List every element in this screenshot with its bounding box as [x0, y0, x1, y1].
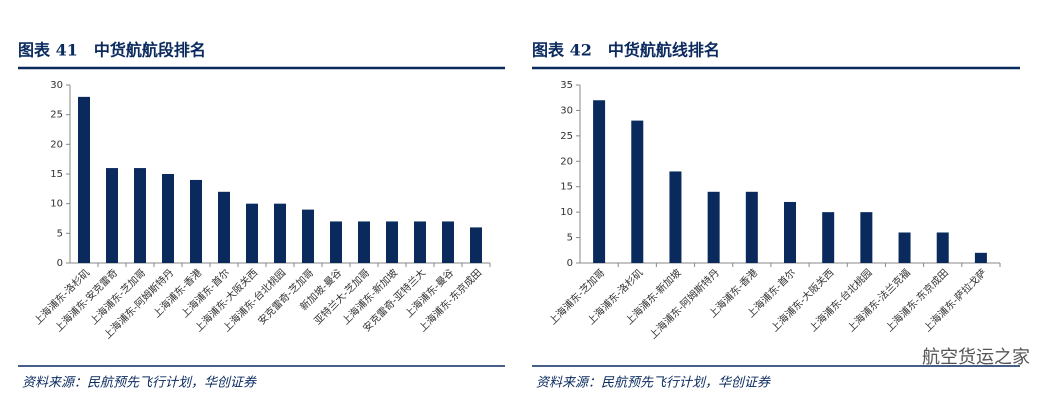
y-tick-label: 15: [560, 182, 573, 193]
bar: [330, 221, 342, 263]
bar: [274, 203, 286, 263]
bar: [302, 209, 314, 263]
bar: [106, 168, 118, 263]
x-tick-label: 上海浦东-大阪关西: [768, 266, 836, 334]
bar: [162, 174, 174, 263]
bar: [218, 191, 230, 263]
x-tick-label: 上海浦东-法兰克福: [844, 266, 912, 334]
bar: [442, 221, 454, 263]
y-tick-label: 15: [50, 169, 63, 180]
y-tick-label: 10: [560, 207, 573, 218]
y-tick-label: 35: [560, 80, 573, 91]
y-tick-label: 25: [560, 131, 573, 142]
bar: [860, 212, 873, 263]
source: 资料来源：民航预先飞行计划，华创证券: [22, 375, 257, 391]
bar: [707, 191, 720, 263]
y-tick-label: 25: [50, 110, 63, 121]
y-tick-label: 20: [560, 156, 573, 167]
bar: [898, 232, 911, 263]
y-tick-label: 30: [560, 105, 573, 116]
y-tick-label: 30: [50, 80, 63, 91]
source: 资料来源：民航预先飞行计划，华创证券: [536, 375, 771, 391]
y-tick-label: 5: [567, 233, 573, 244]
bar: [190, 179, 202, 263]
bar: [784, 201, 796, 263]
y-tick-label: 20: [50, 139, 63, 150]
x-tick-label: 上海浦东-萨拉戈萨: [921, 266, 989, 334]
bar: [593, 100, 606, 263]
chart-title: 图表 42 中货航航线排名: [532, 41, 720, 60]
bar: [246, 203, 258, 263]
y-tick-label: 0: [57, 258, 63, 269]
bar: [386, 221, 398, 263]
bar: [358, 221, 370, 263]
x-tick-label: 上海浦东-阿姆斯特丹: [646, 266, 721, 341]
bar: [936, 232, 949, 263]
y-tick-label: 0: [567, 258, 573, 269]
bar: [745, 191, 758, 263]
bar: [631, 120, 644, 263]
bar: [669, 171, 682, 263]
watermark: 航空货运之家: [922, 347, 1030, 368]
bar: [822, 212, 835, 263]
bar: [78, 96, 90, 263]
x-tick-label: 上海浦东-台北桃园: [806, 266, 874, 334]
x-tick-label: 上海浦东-东京成田: [883, 266, 951, 334]
bar: [974, 252, 987, 263]
y-tick-label: 5: [57, 228, 63, 239]
chart-title: 图表 41 中货航航段排名: [18, 41, 206, 60]
bar: [414, 221, 426, 263]
bar: [134, 168, 146, 263]
y-tick-label: 10: [50, 199, 63, 210]
bar: [470, 227, 482, 263]
